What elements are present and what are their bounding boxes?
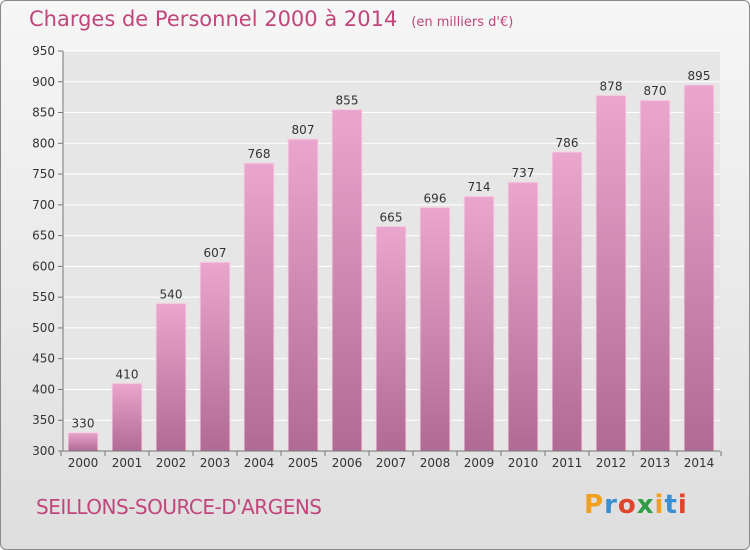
y-tick-label: 400 xyxy=(32,382,55,396)
data-label: 737 xyxy=(512,166,535,180)
bar-2009 xyxy=(463,195,495,452)
chart-unit: (en milliers d'€) xyxy=(411,15,514,30)
logo-letter: P xyxy=(584,490,605,520)
data-label: 768 xyxy=(248,147,271,161)
data-label: 855 xyxy=(336,93,359,107)
x-tick-label: 2007 xyxy=(376,456,407,470)
bar-2007 xyxy=(375,225,407,452)
data-label: 665 xyxy=(380,210,403,224)
town-name: SEILLONS-SOURCE-D'ARGENS xyxy=(36,495,322,519)
x-tick-label: 2001 xyxy=(112,456,143,470)
bar-2001 xyxy=(111,382,143,452)
data-label: 696 xyxy=(424,191,447,205)
logo-letter: x xyxy=(636,490,655,520)
bar-2004 xyxy=(243,162,275,452)
x-tick-label: 2006 xyxy=(332,456,363,470)
data-label: 786 xyxy=(556,136,579,150)
bar-2003 xyxy=(199,261,231,452)
bar-2008 xyxy=(419,206,451,452)
y-tick-label: 350 xyxy=(32,413,55,427)
x-tick-label: 2012 xyxy=(596,456,627,470)
x-tick-label: 2004 xyxy=(244,456,275,470)
y-tick-label: 750 xyxy=(32,167,55,181)
x-tick-label: 2002 xyxy=(156,456,187,470)
x-tick-label: 2008 xyxy=(420,456,451,470)
y-tick-label: 850 xyxy=(32,106,55,120)
data-label: 878 xyxy=(600,79,623,93)
logo-letter: i xyxy=(677,490,688,520)
x-tick-label: 2009 xyxy=(464,456,495,470)
logo-letter: o xyxy=(617,490,637,520)
logo-letter: r xyxy=(604,490,618,520)
y-tick-label: 450 xyxy=(32,352,55,366)
bar-2012 xyxy=(595,94,627,452)
bar-2006 xyxy=(331,108,363,452)
x-tick-label: 2013 xyxy=(640,456,671,470)
y-tick-label: 700 xyxy=(32,198,55,212)
data-label: 714 xyxy=(468,180,491,194)
data-label: 330 xyxy=(72,417,95,431)
bar-2011 xyxy=(551,151,583,452)
chart-title: Charges de Personnel 2000 à 2014 (en mill… xyxy=(29,7,514,31)
data-label: 870 xyxy=(644,84,667,98)
x-tick-label: 2000 xyxy=(68,456,99,470)
y-tick-label: 900 xyxy=(32,75,55,89)
data-label: 607 xyxy=(204,246,227,260)
y-tick-label: 300 xyxy=(32,444,55,458)
x-tick-label: 2003 xyxy=(200,456,231,470)
logo-letter: t xyxy=(664,490,678,520)
bar-2010 xyxy=(507,181,539,452)
data-label: 807 xyxy=(292,123,315,137)
x-tick-label: 2010 xyxy=(508,456,539,470)
bar-2005 xyxy=(287,138,319,452)
y-tick-label: 500 xyxy=(32,321,55,335)
y-tick-label: 550 xyxy=(32,290,55,304)
bar-2013 xyxy=(639,99,671,452)
y-tick-label: 800 xyxy=(32,136,55,150)
data-label: 895 xyxy=(688,69,711,83)
x-tick-label: 2014 xyxy=(684,456,715,470)
y-tick-label: 600 xyxy=(32,259,55,273)
data-label: 410 xyxy=(116,367,139,381)
logo-letter: i xyxy=(654,490,665,520)
bar-2000 xyxy=(67,432,99,452)
bar-2014 xyxy=(683,84,715,452)
x-tick-label: 2011 xyxy=(552,456,583,470)
y-tick-label: 950 xyxy=(32,44,55,58)
x-tick-label: 2005 xyxy=(288,456,319,470)
proxiti-logo: Proxiti xyxy=(584,490,688,520)
y-tick-label: 650 xyxy=(32,229,55,243)
bar-2002 xyxy=(155,302,187,452)
data-label: 540 xyxy=(160,287,183,301)
